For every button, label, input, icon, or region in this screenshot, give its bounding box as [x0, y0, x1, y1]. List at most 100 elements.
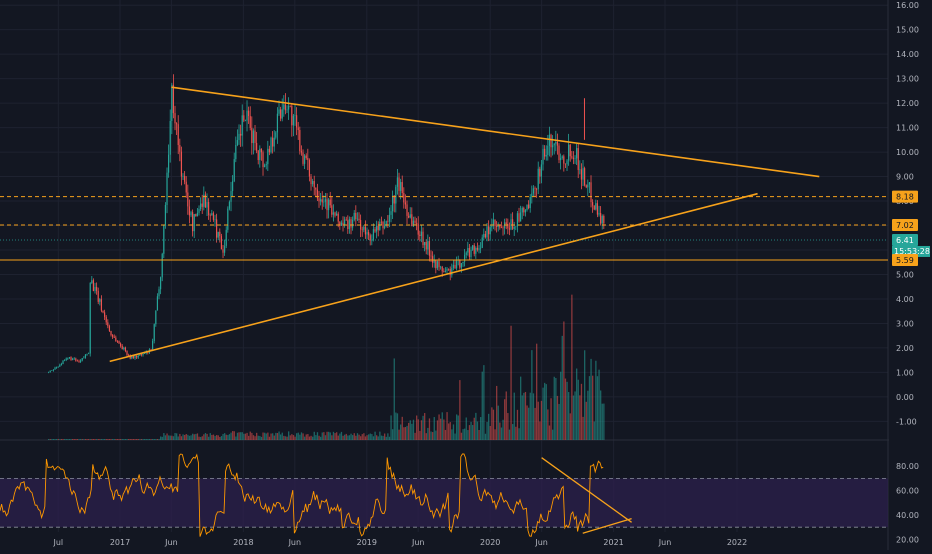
candle[interactable] [222, 249, 224, 253]
candle[interactable] [179, 145, 181, 152]
candle[interactable] [588, 182, 591, 185]
candle[interactable] [400, 182, 402, 191]
candle[interactable] [352, 219, 354, 228]
candle[interactable] [553, 143, 555, 146]
candle[interactable] [204, 194, 207, 208]
candle[interactable] [336, 213, 338, 216]
candle[interactable] [304, 155, 306, 164]
candle[interactable] [169, 120, 171, 155]
candle[interactable] [414, 220, 416, 223]
candle[interactable] [164, 204, 167, 226]
candle[interactable] [528, 204, 530, 209]
candle[interactable] [259, 148, 261, 160]
candle[interactable] [539, 168, 541, 177]
candle[interactable] [80, 360, 82, 362]
candle[interactable] [140, 354, 143, 356]
candle[interactable] [185, 181, 187, 193]
candle[interactable] [288, 105, 290, 110]
candle[interactable] [246, 110, 248, 121]
candle[interactable] [544, 148, 546, 157]
candle[interactable] [596, 203, 599, 215]
candle[interactable] [137, 355, 139, 358]
candle[interactable] [49, 370, 51, 372]
candle[interactable] [600, 212, 602, 224]
candle[interactable] [195, 214, 197, 217]
candle[interactable] [193, 214, 195, 232]
candle[interactable] [548, 134, 551, 146]
candle[interactable] [168, 154, 170, 173]
candle[interactable] [540, 164, 543, 177]
candle[interactable] [278, 109, 280, 114]
candle[interactable] [568, 144, 570, 161]
candle[interactable] [460, 263, 463, 268]
candle[interactable] [312, 180, 314, 185]
candle[interactable] [446, 268, 448, 271]
candle[interactable] [262, 152, 264, 168]
candle[interactable] [97, 290, 99, 302]
candle[interactable] [116, 341, 119, 342]
candle[interactable] [339, 221, 341, 226]
candle[interactable] [361, 229, 363, 231]
candle[interactable] [406, 204, 408, 216]
candle[interactable] [161, 253, 163, 278]
candle[interactable] [369, 235, 371, 241]
candle[interactable] [566, 160, 568, 165]
candle[interactable] [91, 280, 93, 284]
candle[interactable] [118, 341, 120, 344]
candle[interactable] [344, 219, 346, 226]
candle[interactable] [592, 202, 594, 206]
candle[interactable] [172, 84, 175, 114]
candle[interactable] [208, 202, 210, 216]
candle[interactable] [387, 221, 389, 222]
candle[interactable] [120, 343, 122, 346]
candle[interactable] [324, 199, 327, 202]
candle[interactable] [372, 229, 375, 240]
candle[interactable] [296, 115, 298, 128]
candle[interactable] [329, 199, 331, 206]
candle[interactable] [520, 212, 522, 222]
candle[interactable] [476, 247, 479, 250]
candle[interactable] [102, 310, 104, 313]
candle[interactable] [83, 357, 85, 359]
candle[interactable] [569, 144, 571, 157]
candle[interactable] [64, 359, 66, 361]
candle[interactable] [232, 181, 234, 192]
candle[interactable] [393, 195, 395, 204]
candle[interactable] [192, 212, 194, 232]
time-axis[interactable]: Jul 2017 Jun 2018 Jun 2019 Jun 2020 Jun 2021 Jun 20… [52, 538, 747, 547]
candle[interactable] [283, 104, 285, 110]
candle[interactable] [550, 134, 552, 148]
candle[interactable] [435, 260, 437, 269]
candle[interactable] [444, 270, 447, 272]
candle[interactable] [196, 212, 199, 217]
candle[interactable] [188, 206, 191, 216]
candle[interactable] [75, 358, 77, 361]
candle[interactable] [542, 148, 544, 165]
candle[interactable] [201, 203, 203, 207]
candle[interactable] [176, 123, 178, 125]
candle[interactable] [364, 226, 367, 235]
candle[interactable] [134, 355, 136, 359]
candle[interactable] [513, 227, 515, 229]
candle[interactable] [552, 145, 554, 148]
candle[interactable] [332, 212, 335, 215]
candle[interactable] [388, 214, 391, 222]
candle[interactable] [417, 223, 419, 235]
candle[interactable] [489, 227, 491, 235]
candle[interactable] [105, 316, 107, 323]
candle[interactable] [496, 225, 498, 227]
candle[interactable] [139, 354, 141, 356]
candle[interactable] [424, 241, 426, 246]
candle[interactable] [180, 151, 183, 177]
candle[interactable] [171, 84, 173, 121]
candle[interactable] [486, 226, 488, 238]
candle[interactable] [328, 199, 330, 211]
candle[interactable] [347, 220, 349, 230]
candle[interactable] [440, 266, 442, 268]
candle[interactable] [555, 142, 557, 144]
candle[interactable] [576, 148, 578, 159]
candle[interactable] [136, 355, 138, 358]
candle[interactable] [577, 148, 579, 170]
candle[interactable] [84, 354, 87, 358]
candle[interactable] [160, 277, 162, 290]
